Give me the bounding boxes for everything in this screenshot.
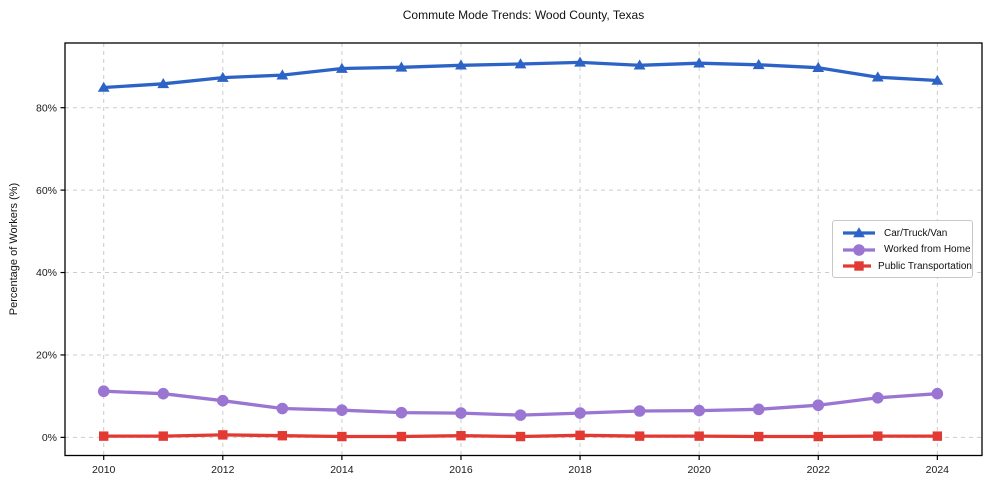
data-point-marker xyxy=(633,405,646,417)
data-point-marker xyxy=(97,81,110,92)
data-point-marker xyxy=(157,77,170,89)
y-tick-label: 40% xyxy=(36,267,57,279)
x-tick-label: 2024 xyxy=(926,464,950,476)
data-point-marker xyxy=(455,59,467,70)
data-point-marker xyxy=(336,404,348,416)
data-point-marker xyxy=(574,407,586,419)
legend-item-car-truck-van: Car/Truck/Van xyxy=(833,225,972,242)
x-tick-label: 2022 xyxy=(807,464,831,476)
legend-item-worked-from-home: Worked from Home xyxy=(833,242,972,259)
data-point-marker xyxy=(276,402,289,415)
legend-label: Public Transportation xyxy=(878,260,972,272)
data-point-marker xyxy=(633,59,646,70)
data-point-marker xyxy=(218,430,228,440)
data-point-marker xyxy=(693,57,706,68)
data-point-marker xyxy=(931,387,944,400)
data-point-marker xyxy=(871,392,884,404)
series-worked-from-home xyxy=(97,385,944,421)
plot-border xyxy=(64,42,983,457)
data-point-marker xyxy=(752,59,765,70)
data-point-marker xyxy=(216,394,229,407)
worked-from-home-legend-marker-icon xyxy=(843,243,875,256)
data-point-marker xyxy=(813,431,823,442)
y-tick-label: 80% xyxy=(36,102,57,114)
data-point-marker xyxy=(693,404,705,417)
data-point-marker xyxy=(931,74,944,85)
public-transportation-legend-marker-icon xyxy=(843,261,872,271)
data-point-marker xyxy=(853,227,865,238)
data-point-marker xyxy=(854,261,864,271)
data-point-marker xyxy=(574,56,586,67)
data-point-marker xyxy=(575,430,585,441)
series-car-truck-van xyxy=(97,56,944,92)
data-point-marker xyxy=(853,243,865,256)
data-point-marker xyxy=(158,431,168,441)
data-point-marker xyxy=(216,71,229,82)
y-tick-label: 60% xyxy=(36,185,57,197)
legend-label: Car/Truck/Van xyxy=(884,227,948,239)
y-tick-label: 0% xyxy=(42,432,57,444)
data-point-marker xyxy=(812,61,825,73)
data-point-marker xyxy=(694,431,704,441)
x-tick-label: 2020 xyxy=(687,464,711,476)
data-point-marker xyxy=(634,431,645,441)
x-tick-label: 2012 xyxy=(211,464,235,476)
x-tick-label: 2010 xyxy=(92,464,116,476)
y-tick-label: 20% xyxy=(36,350,57,362)
data-point-marker xyxy=(812,399,825,412)
data-point-marker xyxy=(395,406,408,419)
x-tick-label: 2016 xyxy=(449,464,473,476)
data-point-marker xyxy=(752,403,765,416)
data-point-marker xyxy=(514,58,527,69)
data-point-marker xyxy=(395,61,408,72)
data-point-marker xyxy=(754,431,764,442)
legend-label: Worked from Home xyxy=(884,244,971,256)
x-tick-label: 2018 xyxy=(568,464,592,476)
data-point-marker xyxy=(456,431,466,441)
data-point-marker xyxy=(932,431,943,441)
data-point-marker xyxy=(871,71,884,82)
axes-ticks: 0% 20% 40% 60% 80% 2010 2012 2014 2016 2018 2020 20… xyxy=(36,102,949,476)
data-point-marker xyxy=(335,62,348,73)
data-point-marker xyxy=(396,431,407,442)
x-tick-label: 2014 xyxy=(330,464,354,476)
car-truck-van-legend-marker-icon xyxy=(843,227,875,238)
chart-title: Commute Mode Trends: Wood County, Texas xyxy=(402,8,645,22)
legend-item-public-transportation: Public Transportation xyxy=(833,258,972,275)
data-point-marker xyxy=(515,431,526,442)
data-point-marker xyxy=(873,431,883,441)
data-point-marker xyxy=(277,431,288,441)
data-point-marker xyxy=(99,431,109,441)
data-point-marker xyxy=(514,409,527,421)
data-point-marker xyxy=(455,407,467,419)
legend-box: Car/Truck/Van Worked from Home Public Tran… xyxy=(832,220,973,278)
data-point-marker xyxy=(337,431,347,442)
data-point-marker xyxy=(157,387,170,400)
series-public-transportation xyxy=(99,430,943,442)
data-point-marker xyxy=(97,385,110,398)
data-point-marker xyxy=(276,69,289,80)
